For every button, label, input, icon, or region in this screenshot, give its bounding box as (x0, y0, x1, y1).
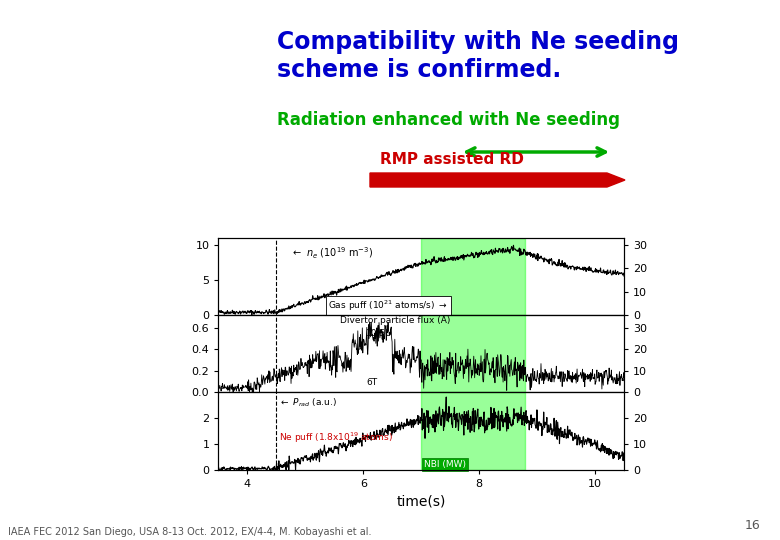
Text: 10.5U: 10.5U (366, 329, 393, 339)
Text: $\leftarrow$ $P_{rad}$ (a.u.): $\leftarrow$ $P_{rad}$ (a.u.) (279, 396, 337, 409)
Text: Compatibility with Ne seeding
scheme is confirmed.: Compatibility with Ne seeding scheme is … (277, 30, 679, 82)
Text: Ne puff (1.8x10$^{19}$ atoms): Ne puff (1.8x10$^{19}$ atoms) (279, 431, 393, 445)
Text: RMP assisted RD: RMP assisted RD (380, 152, 524, 167)
Text: NBI (MW): NBI (MW) (424, 460, 466, 469)
Text: Radiation enhanced with Ne seeding: Radiation enhanced with Ne seeding (277, 111, 620, 129)
Bar (421, 393, 526, 470)
Text: $\leftarrow$ $n_e$ (10$^{19}$ m$^{-3}$): $\leftarrow$ $n_e$ (10$^{19}$ m$^{-3}$) (291, 246, 373, 261)
FancyArrow shape (370, 173, 625, 187)
Text: Divertor particle flux (A): Divertor particle flux (A) (340, 316, 451, 325)
Bar (421, 315, 526, 393)
Text: IAEA FEC 2012 San Diego, USA 8-13 Oct. 2012, EX/4-4, M. Kobayashi et al.: IAEA FEC 2012 San Diego, USA 8-13 Oct. 2… (8, 527, 371, 537)
X-axis label: time(s): time(s) (396, 495, 446, 508)
Bar (421, 238, 526, 315)
Text: Gas puff (10$^{21}$ atoms/s) $\rightarrow$: Gas puff (10$^{21}$ atoms/s) $\rightarro… (328, 298, 448, 313)
Text: 6T: 6T (366, 378, 378, 387)
Text: 16: 16 (745, 519, 760, 532)
